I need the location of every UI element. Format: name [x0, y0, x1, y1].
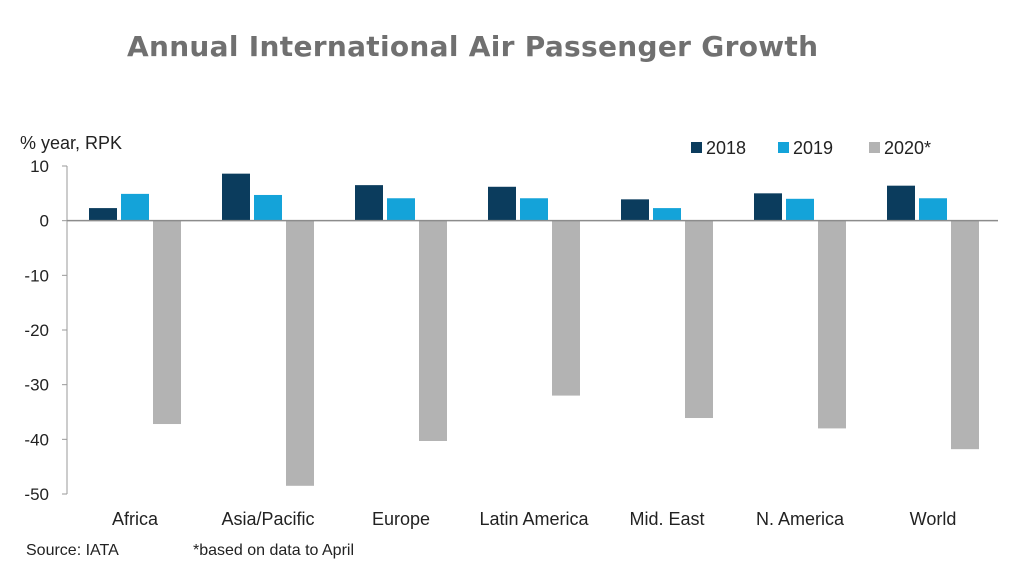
- x-tick-label-europe: Europe: [372, 509, 430, 529]
- bar-latin-america-2020: [552, 220, 580, 396]
- x-tick-label-world: World: [910, 509, 957, 529]
- chart-title: Annual International Air Passenger Growt…: [127, 30, 819, 63]
- bar-latin-america-2018: [488, 186, 516, 221]
- bar-world-2020: [951, 220, 979, 450]
- legend-label-2020: 2020*: [884, 138, 931, 158]
- bar-africa-2019: [121, 193, 149, 221]
- legend-swatch-2019: [778, 142, 789, 153]
- bar-mid-east-2020: [685, 220, 713, 419]
- bar-europe-2020: [419, 220, 447, 441]
- bar-europe-2018: [355, 185, 383, 221]
- x-tick-label-asia-pacific: Asia/Pacific: [221, 509, 314, 529]
- bar-africa-2020: [153, 220, 181, 425]
- bar-europe-2019: [387, 198, 415, 221]
- bar-latin-america-2019: [520, 198, 548, 221]
- bar-n-america-2018: [754, 193, 782, 221]
- x-tick-label-mid-east: Mid. East: [629, 509, 704, 529]
- bar-n-america-2020: [818, 220, 846, 429]
- legend: 2018 2019 2020*: [691, 138, 931, 158]
- legend-label-2018: 2018: [706, 138, 746, 158]
- y-axis: 10 0 -10 -20 -30 -40 -50: [24, 157, 68, 504]
- y-tick-label: -10: [24, 266, 49, 285]
- y-tick-label: -30: [24, 376, 49, 395]
- y-tick-label: 10: [30, 157, 49, 176]
- bar-mid-east-2019: [653, 208, 681, 221]
- bar-asia-pacific-2018: [222, 173, 250, 221]
- x-tick-label-latin-america: Latin America: [479, 509, 589, 529]
- bar-n-america-2019: [786, 198, 814, 221]
- bar-asia-pacific-2020: [286, 220, 314, 486]
- x-axis: Africa Asia/Pacific Europe Latin America Mid…: [67, 219, 998, 529]
- bar-mid-east-2018: [621, 199, 649, 221]
- footnote: *based on data to April: [193, 542, 355, 559]
- bars-group: [89, 173, 979, 486]
- y-tick-label: -40: [24, 430, 49, 449]
- x-tick-label-africa: Africa: [112, 509, 159, 529]
- x-tick-label-n-america: N. America: [756, 509, 845, 529]
- bar-world-2018: [887, 185, 915, 221]
- y-axis-label: % year, RPK: [20, 133, 122, 153]
- legend-swatch-2018: [691, 142, 702, 153]
- y-tick-label: -50: [24, 485, 49, 504]
- bar-africa-2018: [89, 208, 117, 221]
- y-tick-label: -20: [24, 321, 49, 340]
- bar-world-2019: [919, 198, 947, 221]
- legend-label-2019: 2019: [793, 138, 833, 158]
- legend-swatch-2020: [869, 142, 880, 153]
- source-note: Source: IATA: [26, 542, 119, 559]
- y-tick-label: 0: [40, 212, 49, 231]
- bar-asia-pacific-2019: [254, 194, 282, 221]
